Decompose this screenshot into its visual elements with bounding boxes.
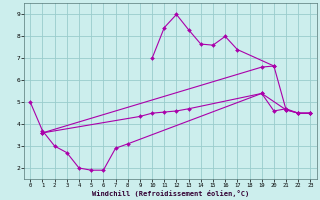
X-axis label: Windchill (Refroidissement éolien,°C): Windchill (Refroidissement éolien,°C)	[92, 190, 249, 197]
